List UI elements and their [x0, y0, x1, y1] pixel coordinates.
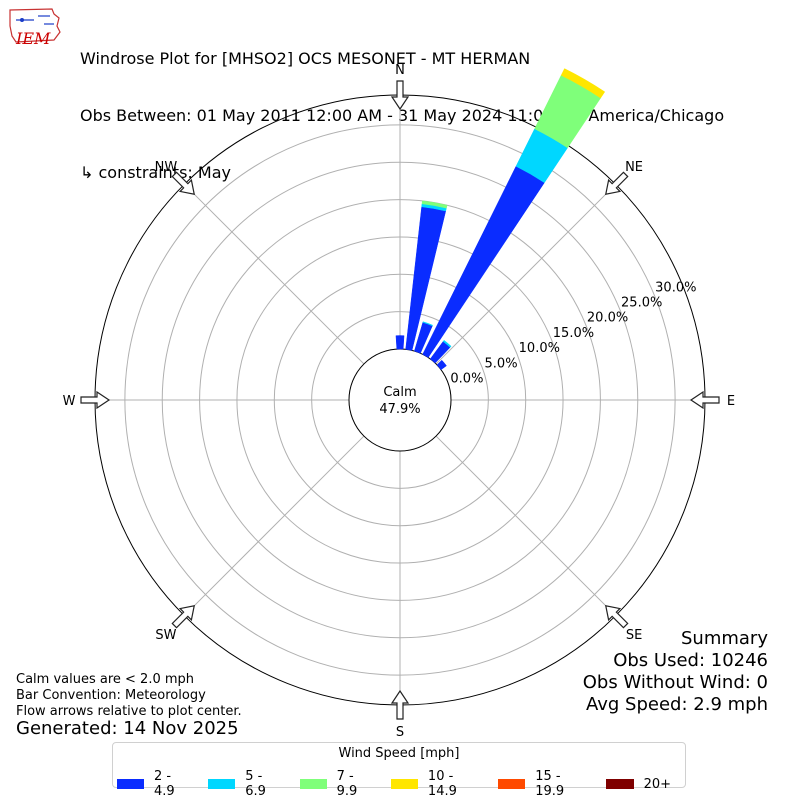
grid-spoke: [435, 435, 617, 617]
summary-box: Summary Obs Used: 10246 Obs Without Wind…: [583, 628, 768, 716]
legend-swatch: [208, 779, 236, 789]
radial-tick-label: 20.0%: [587, 311, 628, 326]
wind-bar-segment: [421, 200, 448, 209]
wind-bar-segment: [560, 68, 606, 99]
footnotes: Calm values are < 2.0 mph Bar Convention…: [16, 672, 242, 720]
legend-label: 20+: [643, 776, 671, 792]
wind-bar-segment: [422, 321, 434, 327]
constraints: ↳ constraints: May: [80, 163, 231, 182]
wind-bar-segment: [422, 165, 545, 358]
generated-date: Generated: 14 Nov 2025: [16, 718, 239, 739]
calm-note: Calm values are < 2.0 mph: [16, 672, 195, 687]
radial-tick-label: 30.0%: [655, 280, 696, 295]
flow-arrow: [80, 390, 111, 410]
legend-label: 2 - 4.9: [153, 769, 175, 799]
summary-avg-speed: Avg Speed: 2.9 mph: [586, 694, 768, 715]
legend-item: 10 - 14.9: [390, 769, 484, 799]
grid-spoke: [435, 183, 617, 365]
direction-label: E: [727, 394, 735, 409]
wind-bar-segment: [436, 359, 447, 371]
calm-label: Calm: [383, 385, 416, 400]
direction-label: NW: [155, 160, 178, 175]
legend-swatch: [498, 779, 526, 789]
legend-swatch: [605, 779, 634, 789]
summary-title: Summary: [681, 628, 768, 649]
calm-value: 47.9%: [379, 402, 420, 417]
iem-logo-graphic: IEM: [9, 8, 61, 48]
iem-logo: IEM: [6, 6, 64, 50]
direction-label: S: [396, 725, 404, 740]
direction-label: NE: [625, 160, 643, 175]
logo-text: IEM: [15, 29, 51, 48]
radial-tick-label: 10.0%: [519, 341, 560, 356]
wind-bar-segment: [395, 335, 405, 350]
grid-spoke: [183, 435, 365, 617]
legend-label: 7 - 9.9: [336, 769, 358, 799]
direction-label: N: [395, 63, 405, 78]
radial-tick-label: 25.0%: [621, 295, 662, 310]
legend-label: 15 - 19.9: [535, 769, 565, 799]
flow-arrow: [390, 80, 410, 111]
legend-item: 5 - 6.9: [208, 769, 285, 799]
flow-arrow: [390, 689, 410, 720]
legend-label: 5 - 6.9: [245, 769, 266, 799]
radial-tick-label: 5.0%: [485, 356, 518, 371]
legend-swatch: [299, 779, 327, 789]
direction-label: SW: [155, 628, 176, 643]
legend-item: 2 - 4.9: [117, 769, 194, 799]
direction-label: W: [63, 394, 76, 409]
legend-item: 15 - 19.9: [498, 769, 591, 799]
arrows-note: Flow arrows relative to plot center.: [16, 704, 242, 719]
legend-item: 20+: [605, 769, 671, 799]
summary-obs-without-wind: Obs Without Wind: 0: [582, 672, 768, 693]
direction-label: SE: [626, 628, 642, 643]
wind-bar-segment: [442, 339, 452, 348]
radial-tick-label: 15.0%: [553, 326, 594, 341]
chart-title: Windrose Plot for [MHSO2] OCS MESONET - …: [80, 49, 531, 68]
flow-arrow: [689, 390, 720, 410]
flow-arrow: [605, 171, 629, 195]
flow-arrow: [171, 605, 195, 629]
legend-swatch: [390, 779, 418, 789]
legend-swatch: [117, 779, 144, 789]
calm-circle: [348, 348, 452, 452]
flow-arrow: [171, 171, 195, 195]
legend-label: 10 - 14.9: [427, 769, 457, 799]
legend-item: 7 - 9.9: [299, 769, 377, 799]
radial-tick-label: 0.0%: [450, 371, 483, 386]
grid-spoke: [183, 183, 365, 365]
convention-note: Bar Convention: Meteorology: [16, 688, 206, 703]
legend-title: Wind Speed [mph]: [338, 746, 460, 761]
legend-items: 2 - 4.9 5 - 6.9 7 - 9.9 10 - 14.9 15 - 19.9 2…: [113, 769, 685, 799]
summary-obs-used: Obs Used: 10246: [613, 650, 768, 671]
legend: Wind Speed [mph] 2 - 4.9 5 - 6.9 7 - 9.9 10…: [112, 742, 686, 799]
chart-header: Windrose Plot for [MHSO2] OCS MESONET - …: [80, 11, 724, 201]
flow-arrow: [605, 605, 629, 629]
